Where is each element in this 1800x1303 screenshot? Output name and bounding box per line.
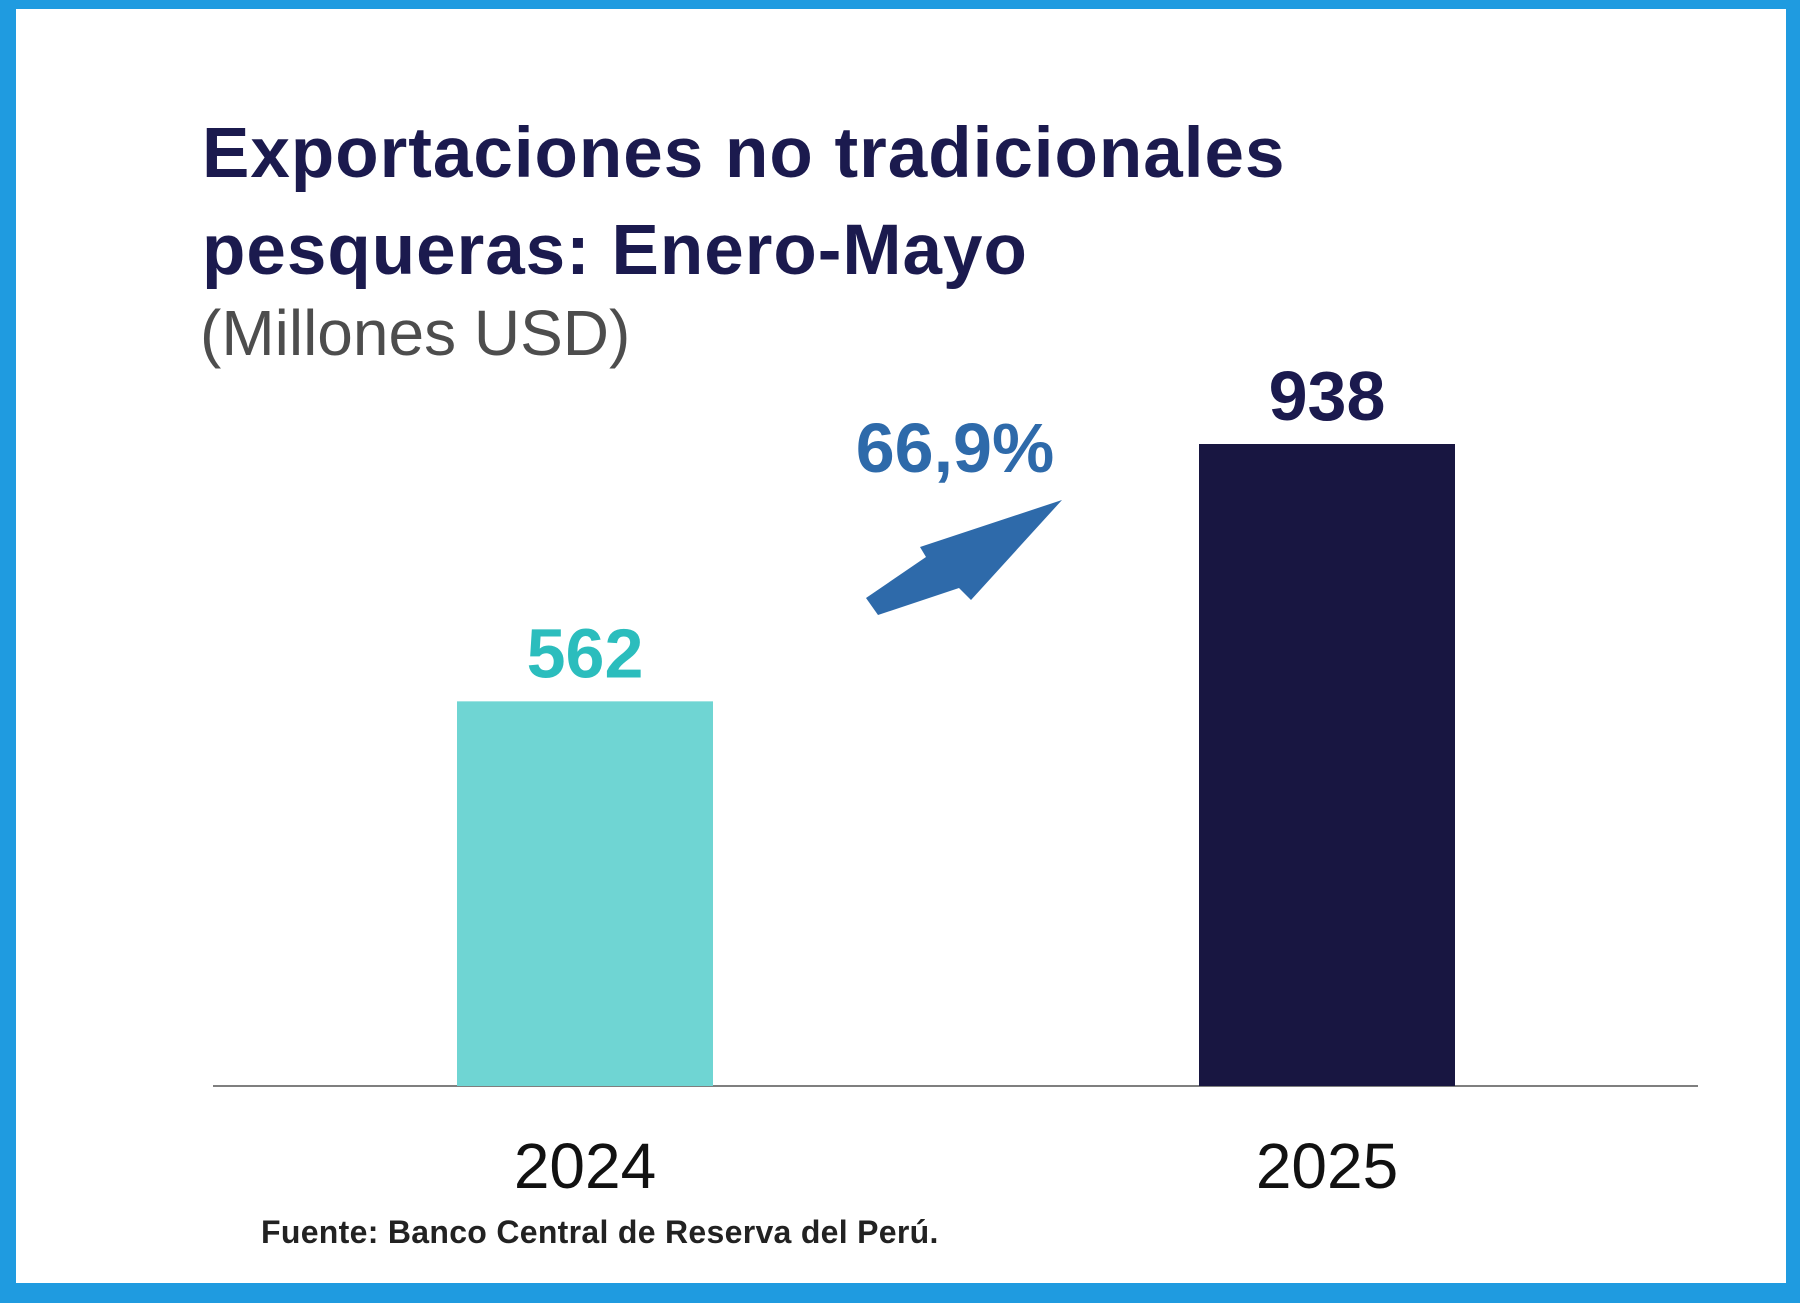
data-label-2025: 938 — [1269, 357, 1386, 435]
x-tick-label-2025: 2025 — [1256, 1130, 1398, 1202]
bar-2025 — [1199, 444, 1455, 1086]
source-note: Fuente: Banco Central de Reserva del Per… — [261, 1214, 939, 1250]
chart-title: Exportaciones no tradicionales pesqueras… — [202, 114, 1286, 290]
bar-2024 — [457, 701, 713, 1086]
x-tick-label-2024: 2024 — [514, 1130, 656, 1202]
chart-subtitle: (Millones USD) — [200, 297, 631, 369]
data-label-2024: 562 — [527, 614, 644, 692]
growth-annotation: 66,9% — [856, 409, 1054, 487]
growth-arrow-icon — [866, 500, 1062, 615]
